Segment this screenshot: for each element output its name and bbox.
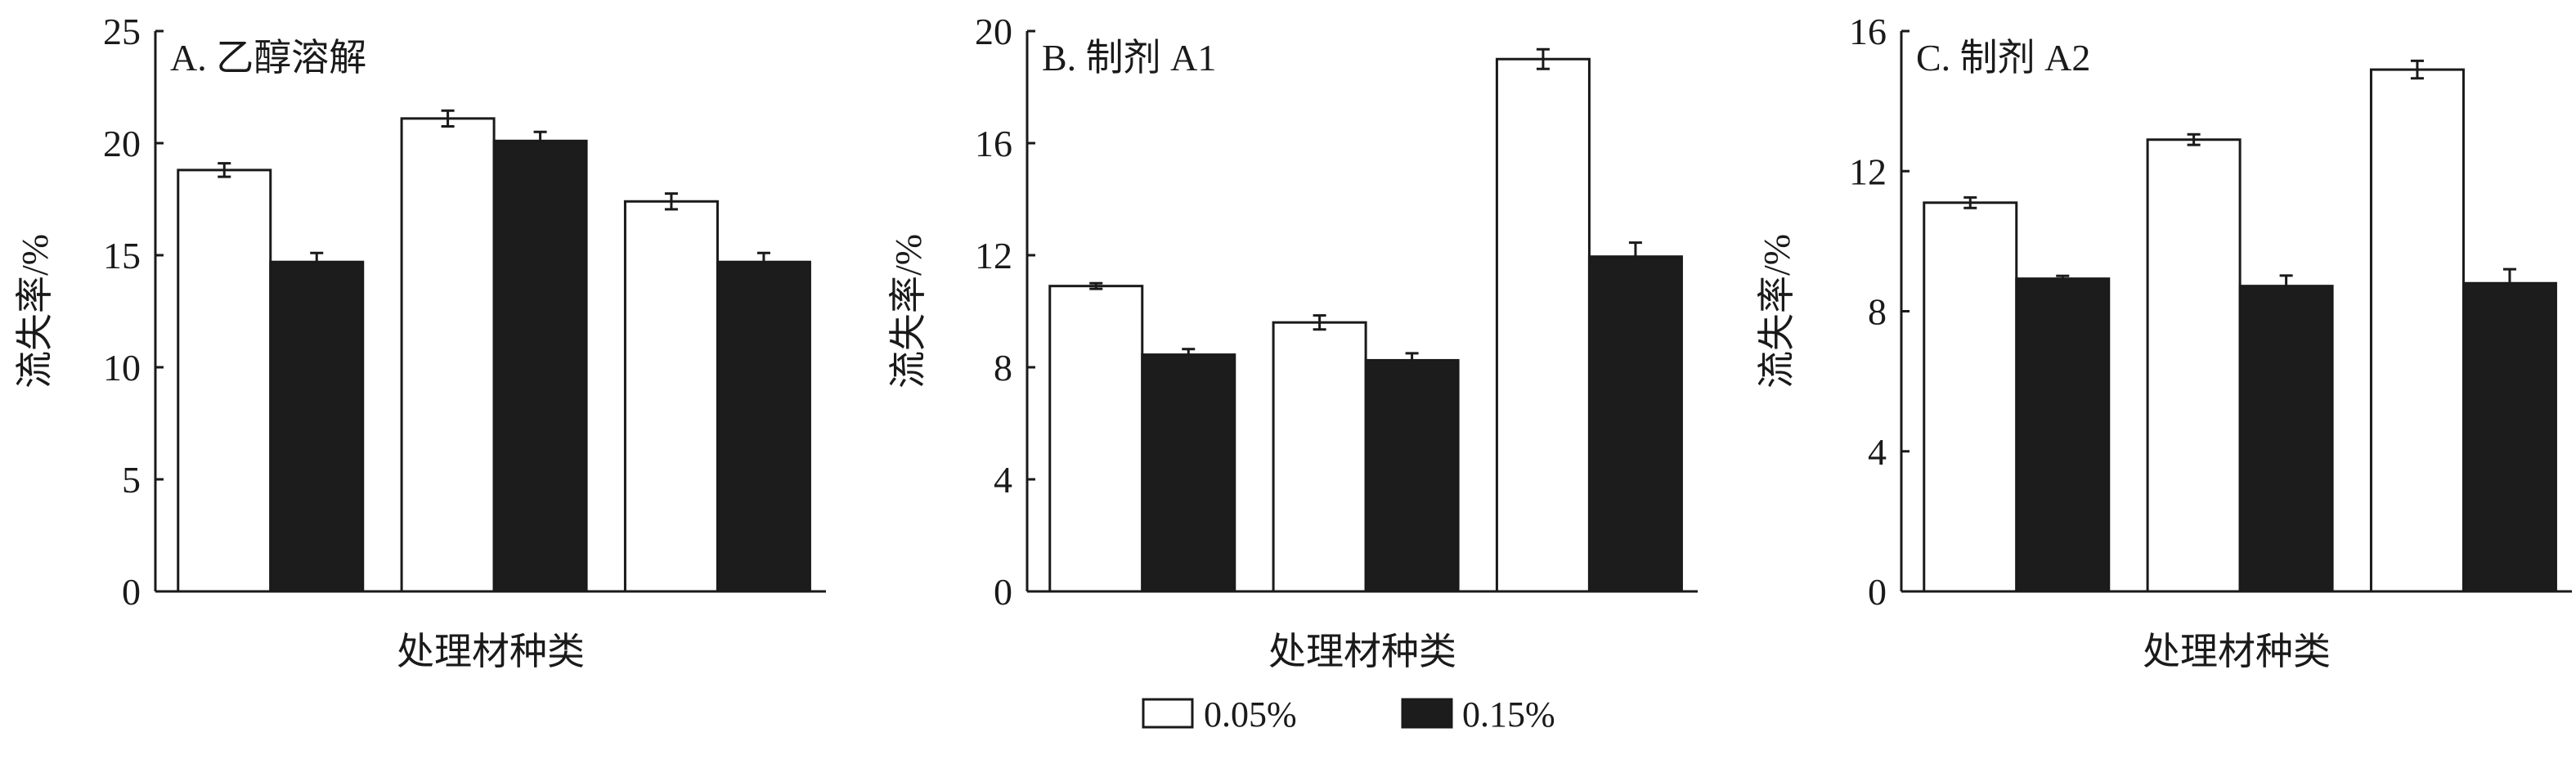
legend-swatch-0 — [1142, 698, 1194, 729]
bar-1-2 — [2462, 281, 2557, 593]
bar-1-1 — [492, 139, 588, 593]
y-tick-label: 20 — [103, 123, 141, 164]
x-axis-label: 处理材种类 — [2143, 631, 2331, 672]
bar-1-0 — [269, 260, 365, 593]
y-tick-label: 0 — [994, 571, 1012, 613]
y-axis-label: 流失率/% — [14, 234, 56, 389]
legend: 0.05% 0.15% — [1142, 694, 1555, 735]
y-tick-label: 16 — [975, 123, 1012, 164]
y-tick-label: 16 — [1849, 11, 1887, 52]
bar-0-2 — [1495, 57, 1591, 593]
y-tick-label: 0 — [1868, 571, 1887, 613]
bar-1-0 — [1141, 353, 1236, 593]
y-tick-label: 12 — [975, 235, 1012, 276]
y-tick-label: 8 — [1868, 291, 1887, 333]
bar-0-0 — [177, 169, 272, 593]
y-tick-label: 0 — [122, 571, 141, 613]
x-axis-label: 处理材种类 — [397, 631, 585, 672]
panel-title: B. 制剂 A1 — [1042, 37, 1216, 79]
bar-1-2 — [1587, 255, 1683, 593]
y-tick-label: 12 — [1849, 151, 1887, 192]
bar-0-1 — [2146, 138, 2242, 593]
y-tick-label: 8 — [994, 347, 1012, 389]
panel-title: A. 乙醇溶解 — [170, 37, 366, 79]
bar-1-0 — [2015, 277, 2111, 593]
y-tick-label: 4 — [1868, 431, 1887, 473]
bar-1-1 — [2238, 285, 2334, 593]
legend-swatch-1 — [1401, 698, 1453, 729]
y-axis-label: 流失率/% — [1756, 234, 1797, 389]
bar-0-1 — [1272, 321, 1367, 593]
y-axis-label: 流失率/% — [887, 234, 929, 389]
y-tick-label: 20 — [975, 11, 1012, 52]
bar-1-2 — [716, 260, 811, 593]
x-axis-label: 处理材种类 — [1268, 631, 1456, 672]
y-tick-label: 5 — [122, 459, 141, 501]
bar-0-0 — [1048, 285, 1144, 593]
y-tick-label: 15 — [103, 235, 141, 276]
bar-0-1 — [400, 117, 496, 593]
panel-title: C. 制剂 A2 — [1916, 37, 2090, 79]
y-tick-label: 4 — [994, 459, 1012, 501]
legend-label-0: 0.05% — [1204, 694, 1297, 735]
bar-0-2 — [623, 200, 719, 593]
bar-0-2 — [2369, 68, 2465, 593]
y-tick-label: 25 — [103, 11, 141, 52]
legend-label-1: 0.15% — [1462, 694, 1555, 735]
bar-1-1 — [1364, 358, 1460, 593]
y-tick-label: 10 — [103, 347, 141, 389]
bar-0-0 — [1923, 201, 2018, 593]
